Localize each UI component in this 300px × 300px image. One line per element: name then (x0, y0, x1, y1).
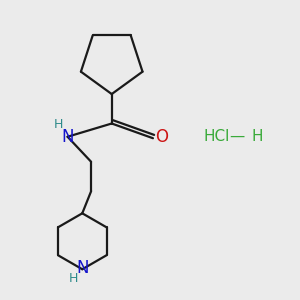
Text: HCl: HCl (203, 129, 230, 144)
Text: O: O (155, 128, 168, 146)
Text: N: N (61, 128, 74, 146)
Text: —: — (229, 129, 244, 144)
Text: N: N (76, 259, 88, 277)
Text: H: H (252, 129, 263, 144)
Text: H: H (54, 118, 63, 131)
Text: H: H (69, 272, 78, 285)
